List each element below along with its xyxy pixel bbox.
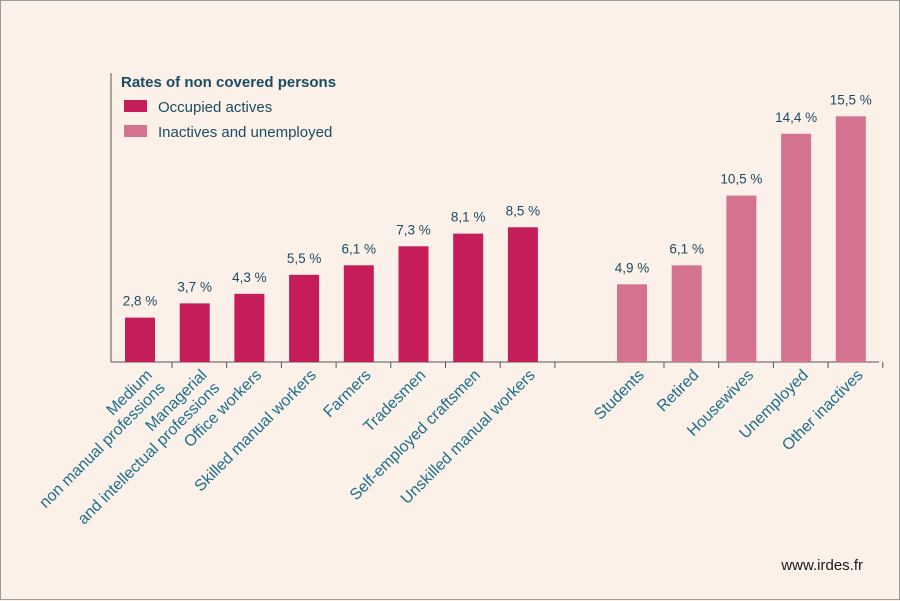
value-label: 4,9 %	[615, 260, 650, 275]
bar-occupied-2	[234, 293, 265, 362]
bar-occupied-5	[398, 246, 429, 362]
bar-occupied-1	[179, 303, 210, 362]
category-label-line: Farmers	[320, 367, 374, 421]
legend-swatch-inactive	[124, 125, 147, 137]
legend-title: Rates of non covered persons	[121, 74, 336, 91]
value-label: 4,3 %	[232, 270, 267, 285]
value-label: 7,3 %	[396, 222, 431, 237]
bar-occupied-4	[343, 265, 374, 362]
x-ticks	[171, 362, 884, 368]
value-label: 8,1 %	[451, 210, 486, 225]
value-label: 2,8 %	[123, 294, 158, 309]
category-label: Retired	[654, 367, 702, 415]
category-label-line: Retired	[654, 367, 702, 415]
value-label: 3,7 %	[177, 279, 212, 294]
category-label: Farmers	[320, 367, 374, 421]
axes	[110, 73, 879, 363]
category-label: Students	[591, 367, 648, 424]
bar-occupied-3	[289, 274, 320, 362]
category-labels: Mediumnon manual professionsManagerialan…	[24, 367, 866, 528]
bar-occupied-7	[507, 227, 538, 362]
bar-occupied-0	[125, 317, 155, 362]
legend-label-occupied: Occupied actives	[158, 99, 272, 116]
value-label: 10,5 %	[720, 172, 762, 187]
value-label: 5,5 %	[287, 251, 322, 266]
value-labels: 2,8 % 3,7 % 4,3 % 5,5 % 6,1 % 7,3 % 8,1 % 8,5 %…	[123, 92, 872, 308]
bar-occupied-6	[453, 233, 484, 362]
bar-inactive-3	[781, 133, 812, 362]
legend-label-inactive: Inactives and unemployed	[158, 124, 332, 141]
source-label: www.irdes.fr	[780, 557, 863, 574]
bar-inactive-0	[617, 284, 647, 362]
bar-inactive-2	[726, 195, 757, 362]
legend-swatch-occupied	[124, 100, 147, 112]
value-label: 14,4 %	[775, 110, 817, 125]
value-label: 15,5 %	[830, 92, 872, 107]
value-label: 6,1 %	[669, 241, 704, 256]
category-label-line: Students	[591, 367, 648, 424]
bar-inactive-4	[835, 116, 866, 362]
value-label: 8,5 %	[506, 203, 541, 218]
bars	[125, 116, 866, 362]
value-label: 6,1 %	[342, 241, 377, 256]
category-label: Mediumnon manual professions	[24, 367, 169, 512]
legend: Rates of non covered persons Occupied ac…	[121, 74, 336, 141]
bar-inactive-1	[671, 265, 702, 362]
